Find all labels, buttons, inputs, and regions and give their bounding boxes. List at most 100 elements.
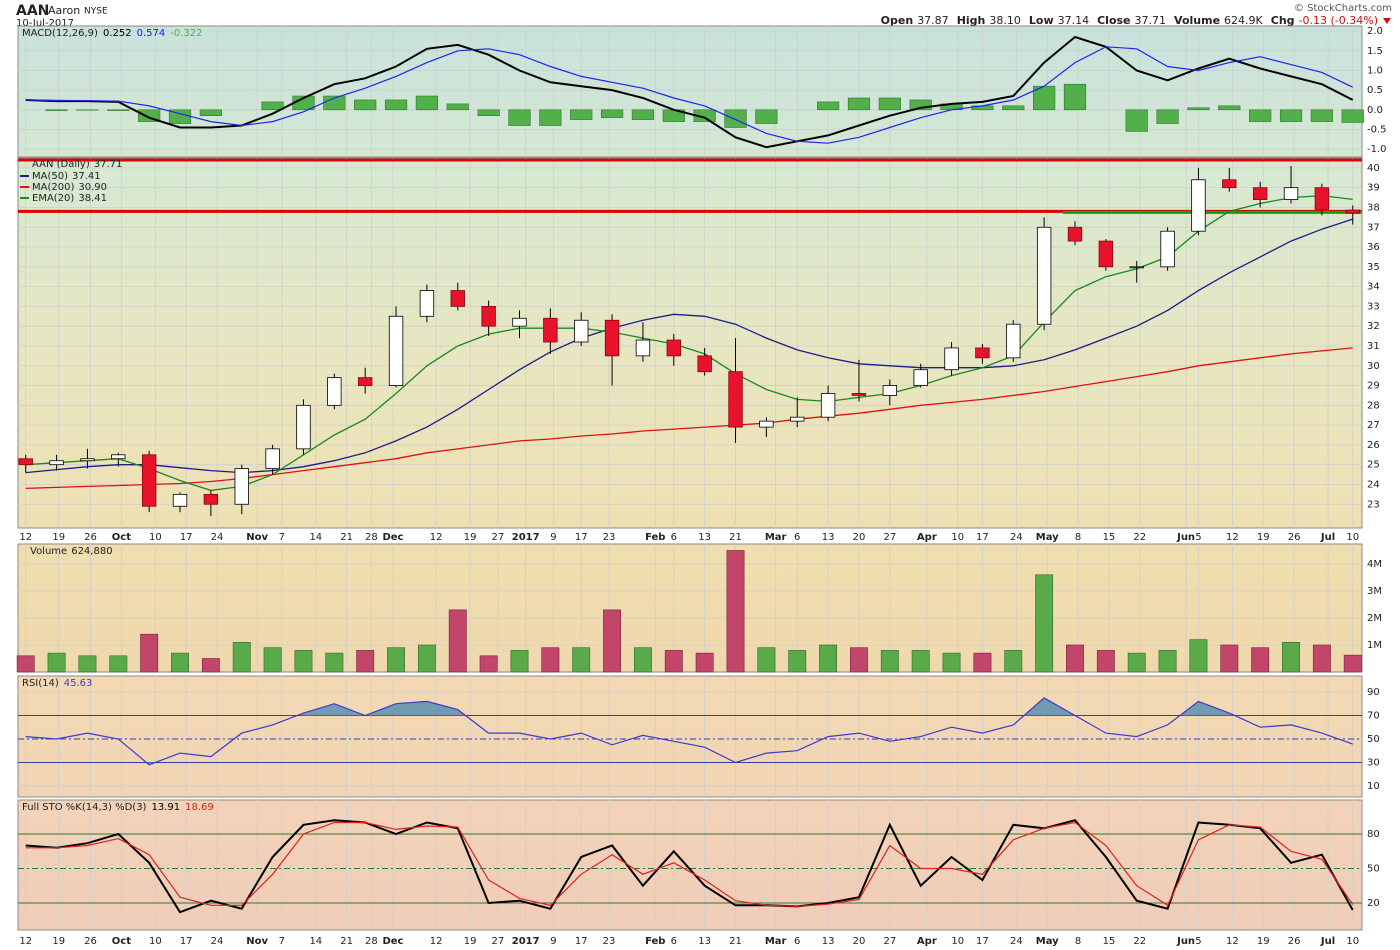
candle-body bbox=[697, 355, 712, 373]
volume-bar bbox=[633, 647, 652, 673]
candle-body bbox=[790, 416, 805, 422]
histogram-bar bbox=[384, 99, 408, 111]
volume-bar bbox=[16, 655, 35, 673]
panel-background bbox=[17, 675, 1363, 798]
quote-label: Low bbox=[1029, 14, 1054, 27]
candle-body bbox=[543, 317, 558, 343]
y-tick-label: 50 bbox=[1367, 864, 1380, 875]
candle-body bbox=[265, 448, 280, 470]
legend-title: Volume bbox=[30, 546, 67, 557]
x-tick-label: 27 bbox=[883, 532, 896, 543]
y-tick-label: -0.5 bbox=[1367, 124, 1387, 135]
candle-body bbox=[666, 339, 681, 357]
legend: RSI(14) 45.63 bbox=[22, 678, 92, 689]
histogram-bar bbox=[755, 109, 778, 124]
y-tick-label: 28 bbox=[1367, 400, 1380, 411]
volume-bar bbox=[263, 647, 282, 673]
candle-body bbox=[481, 305, 496, 327]
x-tick-label: 10 bbox=[951, 532, 964, 543]
candle-body bbox=[944, 347, 959, 371]
y-tick-label: 30 bbox=[1367, 361, 1380, 372]
histogram-bar bbox=[724, 109, 747, 128]
y-tick-label: 80 bbox=[1367, 829, 1380, 840]
x-tick-label: 24 bbox=[1010, 532, 1023, 543]
y-tick-label: 3M bbox=[1367, 586, 1382, 597]
x-tick-label: 12 bbox=[1226, 532, 1239, 543]
x-tick-label: 26 bbox=[84, 936, 97, 947]
x-tick-label: Jun bbox=[1176, 532, 1195, 543]
volume-bar bbox=[479, 655, 498, 673]
candle-body bbox=[203, 493, 219, 505]
x-tick-label: 6 bbox=[794, 936, 800, 947]
x-tick-label: 8 bbox=[1075, 532, 1081, 543]
down-arrow bbox=[1383, 18, 1391, 24]
x-tick-label: Oct bbox=[112, 936, 131, 947]
x-tick-label: 28 bbox=[365, 532, 378, 543]
y-tick-label: 1.5 bbox=[1367, 46, 1383, 57]
histogram-bar bbox=[570, 109, 593, 120]
x-tick-label: 19 bbox=[52, 532, 65, 543]
x-tick-label: 2017 bbox=[512, 532, 540, 543]
candle-body bbox=[327, 377, 342, 406]
x-tick-label: Jul bbox=[1320, 936, 1335, 947]
y-tick-label: 36 bbox=[1367, 242, 1380, 253]
exchange: NYSE bbox=[84, 7, 108, 17]
y-tick-label: 24 bbox=[1367, 479, 1380, 490]
legend: MACD(12,26,9) 0.252 0.574 -0.322 bbox=[22, 28, 202, 39]
volume-bar bbox=[942, 652, 961, 673]
y-tick-label: 2.0 bbox=[1367, 26, 1383, 37]
y-tick-label: 2M bbox=[1367, 613, 1382, 624]
legend-value: -0.322 bbox=[170, 28, 202, 39]
volume-bar bbox=[1189, 639, 1208, 673]
volume-bar bbox=[1282, 641, 1300, 673]
histogram-bar bbox=[1279, 109, 1303, 122]
x-tick-label: 19 bbox=[464, 936, 477, 947]
volume-bar bbox=[232, 641, 251, 673]
x-tick-label: 10 bbox=[1346, 532, 1359, 543]
candle-body bbox=[1129, 266, 1144, 269]
x-tick-label: 12 bbox=[19, 936, 32, 947]
y-tick-label: 39 bbox=[1367, 183, 1380, 194]
x-tick-label: 21 bbox=[340, 936, 353, 947]
x-tick-label: Dec bbox=[382, 532, 403, 543]
histogram-bar bbox=[1125, 109, 1148, 132]
x-tick-label: 13 bbox=[822, 532, 835, 543]
x-tick-label: Apr bbox=[917, 532, 937, 543]
volume-bar bbox=[726, 550, 745, 673]
candle-body bbox=[635, 339, 651, 357]
volume-bar bbox=[819, 644, 838, 673]
legend-title: MACD(12,26,9) bbox=[22, 28, 98, 39]
x-tick-label: 8 bbox=[1075, 936, 1081, 947]
volume-bar bbox=[911, 650, 930, 673]
histogram-bar bbox=[1002, 105, 1025, 111]
x-tick-label: 5 bbox=[1195, 532, 1201, 543]
y-tick-label: 31 bbox=[1367, 341, 1380, 352]
histogram-bar bbox=[508, 109, 531, 126]
volume-bar bbox=[695, 652, 714, 673]
candle-body bbox=[388, 315, 404, 386]
x-tick-label: Mar bbox=[765, 532, 787, 543]
x-tick-label: 23 bbox=[603, 936, 616, 947]
histogram-bar bbox=[415, 95, 439, 111]
histogram-bar bbox=[138, 109, 161, 122]
volume-bar bbox=[448, 609, 467, 673]
y-tick-label: 1M bbox=[1367, 640, 1382, 651]
candle-body bbox=[574, 319, 589, 343]
volume-bar bbox=[1004, 650, 1023, 673]
candle-body bbox=[1067, 226, 1083, 242]
candle-body bbox=[1283, 187, 1299, 200]
histogram-bar bbox=[477, 109, 500, 116]
x-tick-label: 14 bbox=[309, 936, 322, 947]
x-tick-label: 19 bbox=[1257, 532, 1270, 543]
x-tick-label: 24 bbox=[211, 532, 224, 543]
y-tick-label: 40 bbox=[1367, 163, 1380, 174]
candle-body bbox=[1191, 179, 1206, 232]
histogram-bar bbox=[261, 101, 284, 111]
x-tick-label: Feb bbox=[645, 532, 665, 543]
y-tick-label: 10 bbox=[1367, 781, 1380, 792]
x-tick-label: 17 bbox=[976, 936, 989, 947]
x-tick-label: 23 bbox=[603, 532, 616, 543]
y-tick-label: 26 bbox=[1367, 440, 1380, 451]
x-tick-label: 6 bbox=[794, 532, 800, 543]
legend-value: 0.574 bbox=[137, 28, 166, 39]
